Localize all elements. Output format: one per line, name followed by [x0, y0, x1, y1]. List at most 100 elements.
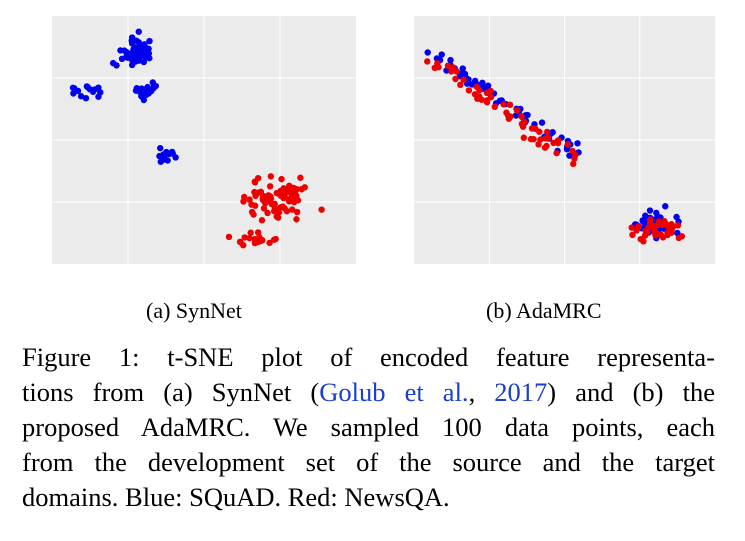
subcaption-a: (a) SynNet: [146, 298, 242, 323]
scatter-point: [574, 140, 581, 147]
scatter-point: [572, 151, 579, 159]
scatter-point: [255, 237, 262, 244]
scatter-point: [270, 236, 278, 243]
scatter-point: [500, 101, 507, 108]
scatter-point: [483, 99, 491, 106]
scatter-point: [289, 196, 296, 204]
scatter-point: [570, 160, 577, 168]
scatter-point: [271, 204, 279, 212]
scatter-point: [128, 61, 136, 69]
scatter-point: [518, 120, 526, 128]
scatter-point: [254, 174, 262, 182]
citation-year-link[interactable]: 2017: [494, 377, 548, 407]
scatter-point: [265, 192, 272, 199]
scatter-point: [267, 173, 275, 180]
scatter-point: [471, 91, 479, 98]
scatter-point: [140, 58, 148, 66]
scatter-point: [161, 156, 168, 163]
scatter-point: [662, 203, 669, 210]
scatter-point: [133, 44, 141, 52]
scatter-point: [448, 68, 455, 75]
scatter-point: [248, 201, 255, 208]
scatter-point: [471, 77, 479, 85]
scatter-point: [164, 149, 171, 157]
scatter-point: [123, 49, 130, 56]
scatter-adamrc: [414, 16, 715, 264]
scatter-point: [138, 92, 145, 100]
scatter-point: [479, 79, 486, 86]
scatter-point: [641, 217, 648, 224]
scatter-point: [476, 86, 483, 94]
scatter-point: [549, 129, 556, 136]
subcaption-b: (b) AdaMRC: [486, 298, 602, 323]
scatter-point: [135, 39, 143, 46]
scatter-point: [641, 232, 649, 239]
caption-text: ) and (b) the: [547, 377, 715, 407]
scatter-point: [277, 204, 284, 211]
scatter-point: [554, 139, 562, 147]
scatter-point: [564, 141, 571, 148]
scatter-point: [246, 234, 253, 242]
scatter-point: [541, 144, 549, 151]
scatter-point: [629, 231, 636, 239]
scatter-point: [157, 144, 164, 152]
scatter-point: [535, 141, 542, 148]
scatter-point: [95, 93, 102, 100]
scatter-point: [266, 197, 274, 205]
scatter-point: [89, 88, 97, 95]
scatter-point: [661, 217, 668, 225]
scatter-point: [483, 89, 491, 97]
scatter-point: [138, 49, 145, 57]
scatter-point: [668, 229, 675, 236]
scatter-point: [301, 184, 308, 191]
scatter-point: [294, 197, 302, 204]
citation-author-link[interactable]: Golub et al.: [319, 377, 469, 407]
figure-caption: Figure 1: t-SNE plot of encoded feature …: [22, 340, 715, 515]
scatter-synnet: [52, 16, 356, 264]
scatter-point: [293, 216, 300, 223]
scatter-point: [566, 152, 573, 159]
scatter-point: [278, 175, 285, 183]
scatter-point: [150, 82, 158, 90]
scatter-point: [297, 174, 304, 181]
scatter-point: [254, 189, 262, 196]
scatter-point: [118, 55, 126, 63]
scatter-point: [283, 208, 291, 215]
caption-text: tions from (a) SynNet (: [22, 377, 320, 407]
scatter-point: [538, 119, 546, 126]
scatter-point: [459, 65, 466, 72]
scatter-point: [254, 229, 262, 236]
scatter-point: [248, 208, 256, 216]
scatter-point: [246, 196, 253, 203]
scatter-point: [138, 85, 145, 92]
scatter-point: [260, 205, 268, 212]
scatter-point: [520, 134, 528, 141]
caption-line-3: proposed AdaMRC. We sampled 100 data poi…: [22, 412, 715, 442]
scatter-point: [146, 54, 153, 62]
scatter-point: [491, 103, 498, 111]
scatter-point: [266, 239, 273, 247]
scatter-point: [241, 193, 248, 201]
scatter-point: [532, 125, 539, 132]
scatter-point: [259, 192, 267, 200]
scatter-point: [648, 222, 655, 229]
scatter-point: [651, 228, 658, 235]
scatter-point: [507, 113, 514, 120]
caption-line-5: domains. Blue: SQuAD. Red: NewsQA.: [22, 482, 450, 512]
scatter-point: [318, 206, 325, 213]
scatter-point: [675, 234, 683, 242]
scatter-point: [424, 58, 431, 65]
scatter-point: [280, 185, 287, 192]
scatter-point: [135, 28, 142, 35]
scatter-point: [282, 189, 289, 197]
scatter-point: [129, 49, 136, 57]
scatter-point: [124, 54, 131, 61]
scatter-point: [447, 56, 454, 64]
scatter-point: [280, 194, 287, 202]
scatter-point: [487, 93, 495, 101]
scatter-point: [225, 233, 233, 241]
scatter-point: [275, 209, 283, 216]
scatter-point: [288, 206, 296, 213]
scatter-point: [264, 209, 271, 217]
scatter-point: [247, 229, 254, 236]
